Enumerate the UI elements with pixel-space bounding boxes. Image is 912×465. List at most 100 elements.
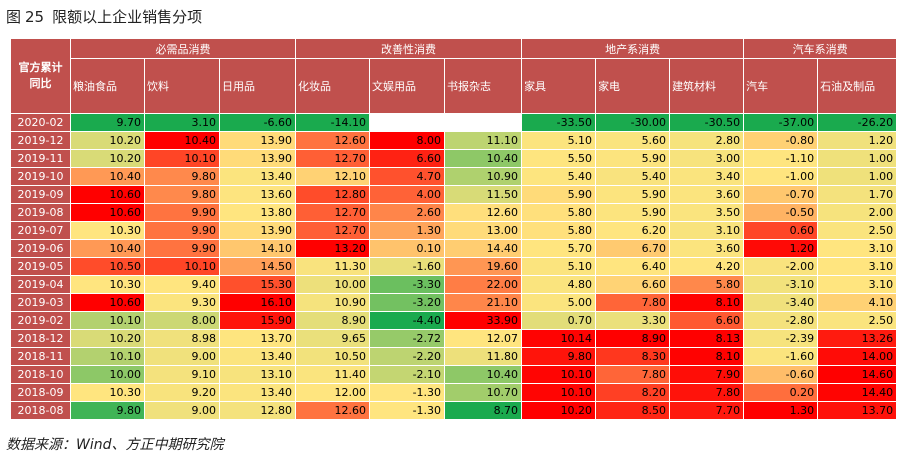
heat-cell: -2.72 <box>369 329 446 348</box>
heat-cell: 9.90 <box>144 203 220 222</box>
heat-cell: 0.70 <box>521 311 597 330</box>
heat-cell: 3.10 <box>144 113 220 132</box>
heat-cell: 5.90 <box>595 185 671 204</box>
row-date: 2019-06 <box>10 239 71 258</box>
heat-cell: 1.20 <box>817 131 898 150</box>
heat-cell: -1.60 <box>369 257 446 276</box>
heat-cell: 10.10 <box>70 311 145 330</box>
row-date: 2019-08 <box>10 203 71 222</box>
heat-cell: 1.30 <box>369 221 446 240</box>
heat-cell: 9.80 <box>144 185 220 204</box>
figure-title-text: 限额以上企业销售分项 <box>52 8 203 26</box>
heat-cell: -2.00 <box>743 257 819 276</box>
heat-cell: 10.20 <box>70 131 145 150</box>
heat-cell: 10.20 <box>70 149 145 168</box>
heat-cell: 7.90 <box>669 365 745 384</box>
heat-cell: -30.50 <box>669 113 745 132</box>
heat-cell: -0.50 <box>743 203 819 222</box>
table-row: 2018-08 9.80 9.00 12.80 12.60 -1.30 8.70 10.20 8… <box>10 401 898 420</box>
heat-cell: 14.10 <box>218 239 297 258</box>
heat-cell: 8.10 <box>669 347 745 366</box>
heat-cell: 6.60 <box>669 311 745 330</box>
heat-cell: 5.90 <box>595 149 671 168</box>
heat-cell: 8.13 <box>669 329 745 348</box>
heat-cell: 13.20 <box>295 239 371 258</box>
heat-cell: 8.90 <box>595 329 671 348</box>
row-date: 2020-02 <box>10 113 71 132</box>
table-row: 2018-10 10.00 9.10 13.10 11.40 -2.10 10.40 10.1… <box>10 365 898 384</box>
heat-cell: 12.80 <box>218 401 297 420</box>
table-row: 2020-02 9.70 3.10 -6.60 -14.10 -33.50 -30.00 -3… <box>10 113 898 132</box>
heat-cell: 3.10 <box>817 257 898 276</box>
heat-cell: 5.80 <box>521 221 597 240</box>
figure-title: 图 25 限额以上企业销售分项 <box>6 6 202 27</box>
group-header: 改善性消费 <box>295 38 523 59</box>
column-header: 饮料 <box>144 58 220 114</box>
heat-cell: 6.20 <box>595 221 671 240</box>
heat-cell: 1.30 <box>743 401 819 420</box>
heat-cell: 12.07 <box>444 329 523 348</box>
heat-cell: -2.80 <box>743 311 819 330</box>
row-date: 2019-11 <box>10 149 71 168</box>
heat-cell: 10.60 <box>70 185 145 204</box>
heat-cell: 8.10 <box>669 293 745 312</box>
table-row: 2018-12 10.20 8.98 13.70 9.65 -2.72 12.07 10.14… <box>10 329 898 348</box>
heat-cell: 10.50 <box>295 347 371 366</box>
source-note: 数据来源：Wind、方正中期研究院 <box>6 437 224 453</box>
heat-cell: 21.10 <box>444 293 523 312</box>
table-row: 2019-12 10.20 10.40 13.90 12.60 8.00 11.10 5.10… <box>10 131 898 150</box>
heat-cell: 1.00 <box>817 167 898 186</box>
heat-cell: 8.00 <box>369 131 446 150</box>
heat-cell: 3.10 <box>817 275 898 294</box>
heat-cell: -1.30 <box>369 383 446 402</box>
row-date: 2019-12 <box>10 131 71 150</box>
heat-cell: 14.40 <box>817 383 898 402</box>
table-row: 2019-03 10.60 9.30 16.10 10.90 -3.20 21.10 5.00… <box>10 293 898 312</box>
heatmap-table: 官方累计 同比 必需品消费 改善性消费 地产系消费 汽车系消费 粮油食品 饮料 日用品 化妆… <box>10 38 898 420</box>
heat-cell: 16.10 <box>218 293 297 312</box>
heat-cell: 13.70 <box>218 329 297 348</box>
heat-cell: 10.70 <box>444 383 523 402</box>
heat-cell: 11.80 <box>444 347 523 366</box>
heat-cell: 5.80 <box>669 275 745 294</box>
heat-cell: 22.00 <box>444 275 523 294</box>
heat-cell: 10.50 <box>70 257 145 276</box>
heat-cell: 9.65 <box>295 329 371 348</box>
heat-cell: 3.10 <box>669 221 745 240</box>
heat-cell: 10.60 <box>70 293 145 312</box>
corner-header: 官方累计 同比 <box>10 38 71 114</box>
heat-cell: 6.60 <box>595 275 671 294</box>
heat-cell: 12.60 <box>295 131 371 150</box>
heat-cell: 5.80 <box>521 203 597 222</box>
corner-line-1: 官方累计 <box>18 61 63 74</box>
heat-cell: 11.50 <box>444 185 523 204</box>
heat-cell: 9.80 <box>70 401 145 420</box>
heat-cell: 13.10 <box>218 365 297 384</box>
column-header: 建筑材料 <box>669 58 745 114</box>
heat-cell: 0.10 <box>369 239 446 258</box>
column-header: 书报杂志 <box>444 58 523 114</box>
row-date: 2019-07 <box>10 221 71 240</box>
heat-cell: 14.40 <box>444 239 523 258</box>
figure-label: 图 <box>6 8 22 26</box>
heat-cell: 9.00 <box>144 347 220 366</box>
heat-cell: 5.70 <box>521 239 597 258</box>
heat-cell: 3.60 <box>669 185 745 204</box>
table-row: 2019-02 10.10 8.00 15.90 8.90 -4.40 33.90 0.70 3… <box>10 311 898 330</box>
heat-cell: 12.60 <box>444 203 523 222</box>
column-header-row: 粮油食品 饮料 日用品 化妆品 文娱用品 书报杂志 家具 家电 建筑材料 汽车 石油及制品 <box>11 58 898 114</box>
row-date: 2019-04 <box>10 275 71 294</box>
heat-cell: 13.40 <box>218 167 297 186</box>
heat-cell <box>444 113 523 132</box>
heat-cell: 12.70 <box>295 149 371 168</box>
heat-cell: 10.40 <box>444 149 523 168</box>
heat-cell: 13.40 <box>218 347 297 366</box>
heat-cell: 10.40 <box>70 167 145 186</box>
heat-cell: 10.40 <box>444 365 523 384</box>
row-date: 2019-10 <box>10 167 71 186</box>
heat-cell: -0.60 <box>743 365 819 384</box>
heat-cell: 7.80 <box>669 383 745 402</box>
heat-cell: 5.50 <box>521 149 597 168</box>
figure-number: 25 <box>25 8 45 26</box>
heat-cell: 10.20 <box>521 401 597 420</box>
